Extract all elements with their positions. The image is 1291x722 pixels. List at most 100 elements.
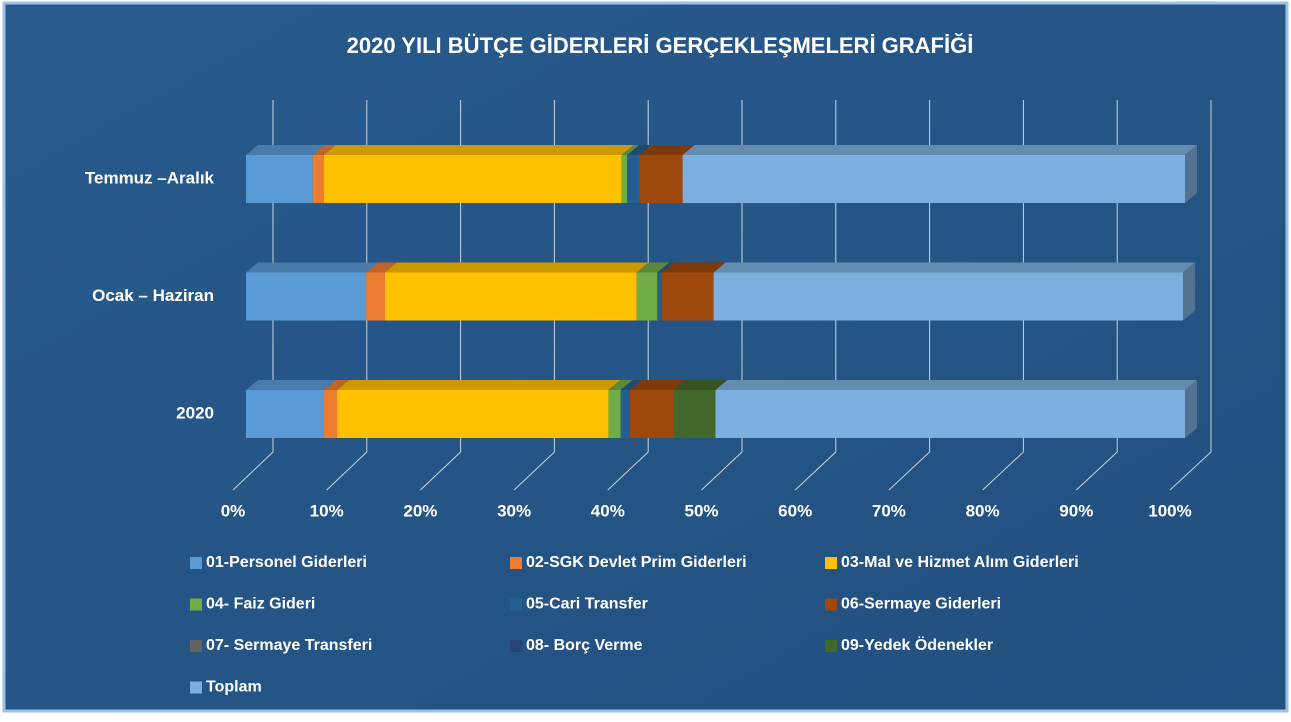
bar-top <box>246 380 336 390</box>
bar-top <box>366 262 397 273</box>
grid-floor <box>888 451 930 491</box>
legend-label: 03-Mal ve Hizmet Alım Giderleri <box>841 554 1079 571</box>
bar-front <box>636 272 658 321</box>
bar-segment <box>715 380 1197 438</box>
bar-segment <box>620 380 643 438</box>
grid-floor <box>607 451 649 491</box>
bar-segment <box>630 380 686 438</box>
legend-swatch <box>825 598 837 611</box>
x-tick-label: 20% <box>403 501 437 520</box>
x-tick-label: 90% <box>1059 501 1093 520</box>
legend-label: Toplam <box>206 679 262 696</box>
bar-segment <box>713 262 1196 321</box>
bar-side <box>1185 145 1197 203</box>
bar-front <box>608 390 621 438</box>
bar-front <box>312 155 324 203</box>
y-tick-label: Ocak – Haziran <box>92 286 214 305</box>
bar-segment <box>384 262 649 321</box>
bar-top <box>246 145 325 155</box>
bar-top <box>337 380 621 390</box>
x-tick-label: 0% <box>221 501 246 520</box>
legend-swatch <box>825 640 837 652</box>
bar-front <box>246 272 367 321</box>
bar-top <box>630 380 686 390</box>
x-tick-label: 60% <box>778 501 812 520</box>
bar-top <box>384 262 649 273</box>
legend-swatch <box>190 640 202 652</box>
bar-front <box>323 390 338 438</box>
grid-floor <box>420 451 461 491</box>
bar-top <box>715 380 1197 390</box>
bar-front <box>639 155 683 203</box>
legend-label: 09-Yedek Ödenekler <box>841 635 993 654</box>
grid-line <box>1169 100 1212 491</box>
bar-segment <box>627 145 652 203</box>
bar-segment <box>661 262 726 321</box>
legend-label: 05-Cari Transfer <box>526 596 648 613</box>
legend-swatch <box>825 557 837 569</box>
bar-front <box>682 155 1185 203</box>
bar-segment <box>636 262 670 321</box>
bar-top <box>713 262 1196 273</box>
grid-floor <box>513 451 555 491</box>
bar-top <box>682 145 1197 155</box>
legend-swatch <box>190 557 202 569</box>
legend-swatch <box>190 681 202 694</box>
bar-segment <box>246 145 325 203</box>
grid-floor <box>1075 451 1118 491</box>
bar-top <box>621 145 640 155</box>
bar-front <box>657 272 662 321</box>
bar-front <box>713 272 1184 321</box>
legend-swatch <box>190 598 202 611</box>
bar-front <box>246 155 313 203</box>
bar-front <box>673 390 716 438</box>
legend-swatch <box>510 598 522 611</box>
x-tick-label: 100% <box>1148 501 1191 520</box>
grid-floor <box>326 451 368 491</box>
grid-floor <box>982 451 1024 491</box>
chart-title: 2020 YILI BÜTÇE GİDERLERİ GERÇEKLEŞMELER… <box>347 33 974 58</box>
legend-label: 02-SGK Devlet Prim Giderleri <box>526 554 747 571</box>
grid-floor <box>794 451 837 491</box>
legend-swatch <box>510 557 522 569</box>
bar-segment <box>246 380 336 438</box>
bar-top <box>323 380 350 390</box>
bar-top <box>312 145 336 155</box>
bar-segment <box>621 145 640 203</box>
legend-label: 06-Sermaye Giderleri <box>841 596 1001 613</box>
bar-segment <box>323 145 634 203</box>
bar-front <box>620 390 631 438</box>
bar-segment <box>682 145 1197 203</box>
bar-front <box>627 155 640 203</box>
x-tick-label: 40% <box>591 501 625 520</box>
legend-label: 01-Personel Giderleri <box>206 554 367 571</box>
bar-segment <box>323 380 350 438</box>
bar-front <box>384 272 637 321</box>
bar-top <box>627 145 652 155</box>
grid-floor <box>232 451 274 491</box>
legend-label: 07- Sermaye Transferi <box>206 637 372 654</box>
bar-segment <box>337 380 621 438</box>
bar-segment <box>673 380 728 438</box>
y-tick-label: Temmuz –Aralık <box>85 168 215 187</box>
bar-top <box>657 262 674 273</box>
bar-front <box>715 390 1185 438</box>
x-tick-label: 70% <box>872 501 906 520</box>
bar-front <box>323 155 622 203</box>
bar-segment <box>312 145 336 203</box>
bar-segment <box>608 380 633 438</box>
bar-segment <box>657 262 674 321</box>
bar-front <box>661 272 714 321</box>
bar-top <box>636 262 670 273</box>
x-tick-label: 30% <box>497 501 531 520</box>
bar-front <box>630 390 674 438</box>
grid-floor <box>701 451 743 491</box>
bar-segment <box>366 262 397 321</box>
y-tick-label: 2020 <box>176 403 214 422</box>
bar-top <box>620 380 643 390</box>
grid-floor <box>1169 451 1212 491</box>
x-tick-label: 80% <box>966 501 1000 520</box>
x-tick-label: 50% <box>684 501 718 520</box>
bar-top <box>246 262 379 273</box>
